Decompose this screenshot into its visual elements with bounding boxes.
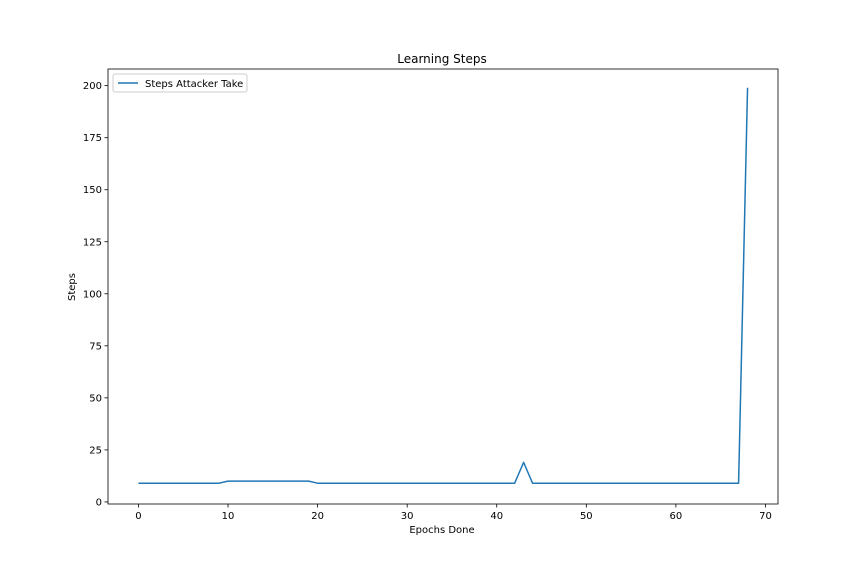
y-tick-label: 0	[96, 497, 102, 508]
x-tick-label: 40	[490, 511, 503, 522]
y-tick-label: 150	[83, 185, 102, 196]
axes-frame	[107, 68, 779, 505]
x-tick-label: 0	[135, 511, 141, 522]
x-tick-label: 60	[670, 511, 683, 522]
x-tick-label: 10	[222, 511, 235, 522]
x-axis: 0 10 20 30 40 50 60 70	[135, 504, 772, 522]
y-tick-label: 175	[83, 133, 102, 144]
y-axis-label: Steps	[67, 273, 78, 301]
legend: Steps Attacker Take	[112, 73, 248, 93]
series-line-0	[138, 87, 749, 484]
x-tick-label: 20	[311, 511, 324, 522]
y-tick-label: 25	[89, 445, 102, 456]
legend-label: Steps Attacker Take	[145, 79, 243, 90]
x-tick-label: 70	[759, 511, 772, 522]
x-tick-label: 30	[401, 511, 414, 522]
y-tick-label: 50	[89, 393, 102, 404]
x-tick-label: 50	[580, 511, 593, 522]
y-tick-label: 75	[89, 341, 102, 352]
y-tick-label: 100	[83, 289, 102, 300]
legend-box	[112, 73, 248, 93]
plot-area	[138, 87, 749, 484]
y-axis: 0 25 50 75 100 125 150 175 200	[83, 81, 108, 508]
y-tick-label: 200	[83, 81, 102, 92]
y-tick-label: 125	[83, 237, 102, 248]
chart-title: Learning Steps	[397, 52, 486, 66]
x-axis-label: Epochs Done	[409, 525, 474, 536]
